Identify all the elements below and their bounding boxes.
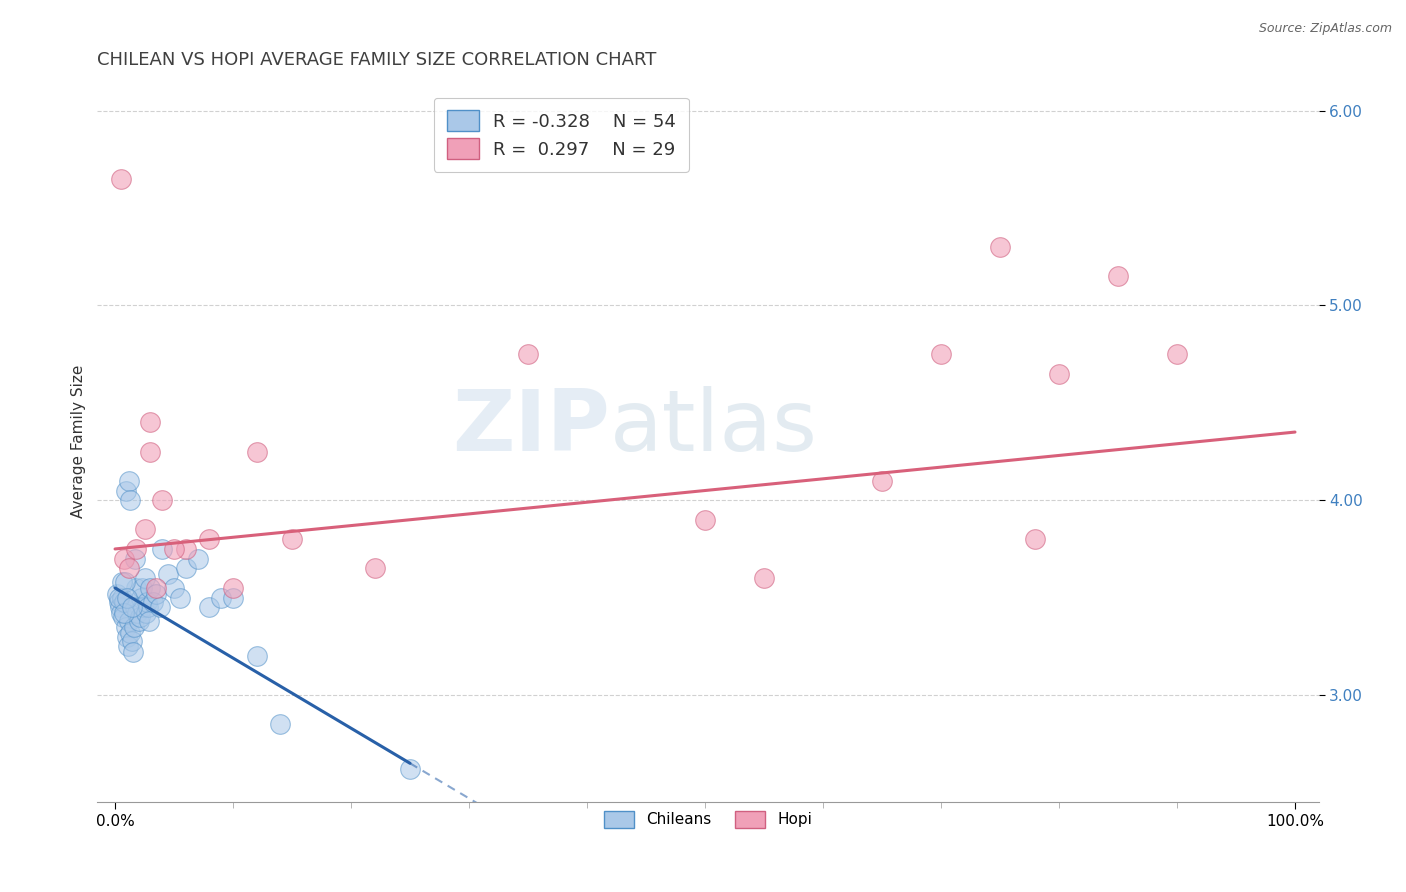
Point bbox=[114, 575, 136, 590]
Point bbox=[363, 561, 385, 575]
Point bbox=[114, 620, 136, 634]
Point bbox=[163, 541, 186, 556]
Point bbox=[114, 594, 136, 608]
Point bbox=[174, 541, 197, 556]
Point bbox=[399, 762, 422, 776]
Point bbox=[149, 600, 172, 615]
Point bbox=[209, 591, 232, 605]
Point bbox=[198, 533, 221, 547]
Point bbox=[198, 600, 221, 615]
Point bbox=[110, 607, 132, 621]
Point bbox=[150, 541, 173, 556]
Point bbox=[1024, 533, 1046, 547]
Point bbox=[129, 591, 152, 605]
Point bbox=[114, 551, 136, 566]
Point bbox=[107, 587, 129, 601]
Point bbox=[169, 591, 191, 605]
Point bbox=[870, 474, 893, 488]
Point bbox=[269, 717, 291, 731]
Point bbox=[752, 571, 775, 585]
Point bbox=[115, 483, 138, 498]
Text: atlas: atlas bbox=[610, 386, 818, 469]
Point bbox=[108, 591, 131, 605]
Point bbox=[124, 551, 146, 566]
Point bbox=[929, 347, 952, 361]
Point bbox=[139, 581, 162, 595]
Point bbox=[128, 610, 150, 624]
Point bbox=[246, 444, 269, 458]
Point bbox=[1047, 367, 1070, 381]
Point bbox=[107, 594, 129, 608]
Point bbox=[517, 347, 540, 361]
Point bbox=[125, 541, 148, 556]
Point bbox=[281, 533, 304, 547]
Point bbox=[118, 493, 141, 508]
Point bbox=[222, 591, 245, 605]
Point bbox=[121, 645, 143, 659]
Point bbox=[118, 561, 141, 575]
Point bbox=[117, 474, 139, 488]
Legend: Chileans, Hopi: Chileans, Hopi bbox=[598, 805, 818, 834]
Point bbox=[139, 415, 162, 429]
Point bbox=[135, 607, 157, 621]
Point bbox=[127, 607, 149, 621]
Point bbox=[157, 567, 180, 582]
Point bbox=[136, 600, 159, 615]
Point bbox=[112, 610, 135, 624]
Point bbox=[222, 581, 245, 595]
Text: ZIP: ZIP bbox=[453, 386, 610, 469]
Point bbox=[115, 630, 138, 644]
Point bbox=[138, 614, 160, 628]
Text: CHILEAN VS HOPI AVERAGE FAMILY SIZE CORRELATION CHART: CHILEAN VS HOPI AVERAGE FAMILY SIZE CORR… bbox=[97, 51, 657, 69]
Point bbox=[120, 625, 142, 640]
Point bbox=[135, 594, 157, 608]
Point bbox=[122, 620, 145, 634]
Point bbox=[121, 600, 143, 615]
Point bbox=[988, 240, 1011, 254]
Point bbox=[124, 600, 146, 615]
Point bbox=[111, 591, 134, 605]
Point bbox=[121, 633, 143, 648]
Point bbox=[132, 600, 155, 615]
Point bbox=[174, 561, 197, 575]
Point bbox=[110, 171, 132, 186]
Text: Source: ZipAtlas.com: Source: ZipAtlas.com bbox=[1258, 22, 1392, 36]
Y-axis label: Average Family Size: Average Family Size bbox=[72, 365, 86, 518]
Point bbox=[134, 523, 156, 537]
Point bbox=[128, 614, 150, 628]
Point bbox=[139, 444, 162, 458]
Point bbox=[117, 591, 139, 605]
Point bbox=[145, 581, 167, 595]
Point bbox=[150, 493, 173, 508]
Point bbox=[118, 614, 141, 628]
Point bbox=[108, 600, 131, 615]
Point bbox=[131, 581, 153, 595]
Point bbox=[110, 575, 132, 590]
Point bbox=[142, 594, 165, 608]
Point bbox=[693, 513, 716, 527]
Point bbox=[112, 607, 135, 621]
Point bbox=[1107, 269, 1129, 284]
Point bbox=[145, 587, 167, 601]
Point bbox=[163, 581, 186, 595]
Point bbox=[187, 551, 209, 566]
Point bbox=[246, 649, 269, 664]
Point bbox=[117, 640, 139, 654]
Point bbox=[125, 581, 148, 595]
Point bbox=[1166, 347, 1188, 361]
Point bbox=[134, 571, 156, 585]
